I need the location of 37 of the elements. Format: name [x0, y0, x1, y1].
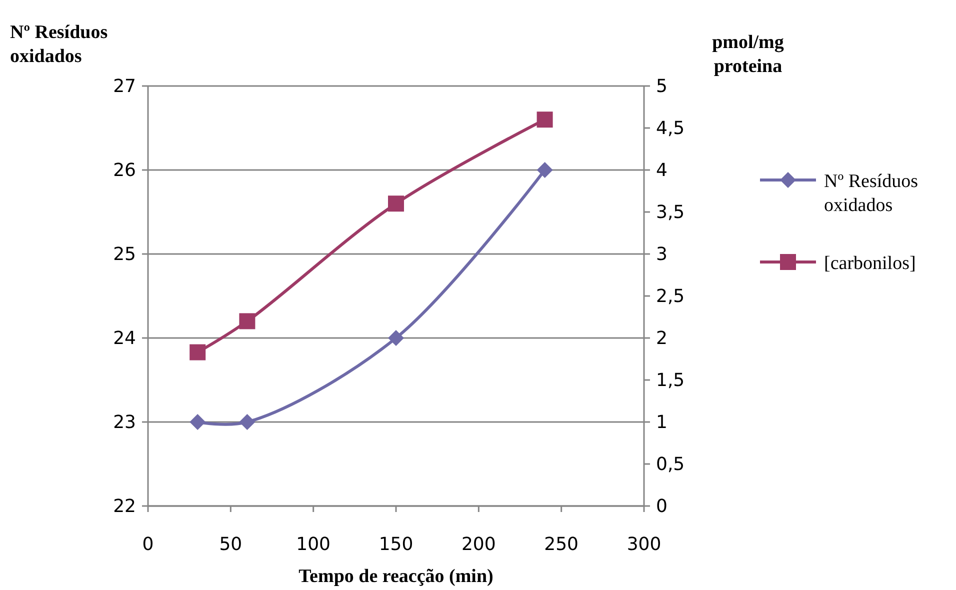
- y-axis-title: Nº Resíduos oxidados: [10, 22, 108, 67]
- point: [239, 414, 256, 430]
- point: [536, 112, 553, 128]
- x-tick-label: 300: [626, 534, 662, 555]
- x-axis-title: Tempo de reacção (min): [298, 566, 494, 587]
- y2-tick-label: 5: [656, 76, 668, 97]
- y-tick-label: 27: [113, 76, 136, 97]
- point: [536, 162, 553, 178]
- point: [388, 196, 404, 212]
- point: [190, 414, 206, 430]
- y2-tick-label: 4: [656, 160, 668, 181]
- y-tick-label: 23: [113, 412, 136, 433]
- x-tick-label: 250: [544, 534, 579, 555]
- y-tick-label: 26: [113, 160, 136, 181]
- y2-tick-label: 2,5: [656, 286, 685, 307]
- y2-tick-label: 4,5: [656, 118, 685, 139]
- y2-tick-label: 0: [656, 496, 668, 517]
- y-tick-label: 24: [113, 328, 136, 349]
- point: [190, 344, 206, 360]
- point: [239, 313, 256, 330]
- y-tick-label: 22: [113, 496, 136, 517]
- y2-tick-label: 3,5: [656, 202, 685, 223]
- y-tick-label: 25: [113, 244, 136, 265]
- point: [388, 330, 404, 346]
- x-tick-label: 200: [461, 534, 496, 555]
- y2-tick-label: 1: [656, 412, 668, 433]
- x-tick-label: 150: [378, 534, 414, 555]
- y2-tick-label: 1,5: [656, 370, 685, 391]
- legend-label: Nº Resíduos oxidados: [824, 171, 918, 216]
- legend-label: [carbonilos]: [824, 253, 916, 274]
- x-tick-label: 50: [219, 534, 242, 555]
- y2-tick-label: 3: [656, 244, 668, 265]
- x-tick-label: 0: [142, 534, 154, 555]
- x-tick-label: 100: [296, 534, 331, 555]
- y2-tick-label: 0,5: [656, 454, 685, 475]
- y2-axis-title: pmol/mg proteina: [712, 32, 784, 77]
- y2-tick-label: 2: [656, 328, 668, 349]
